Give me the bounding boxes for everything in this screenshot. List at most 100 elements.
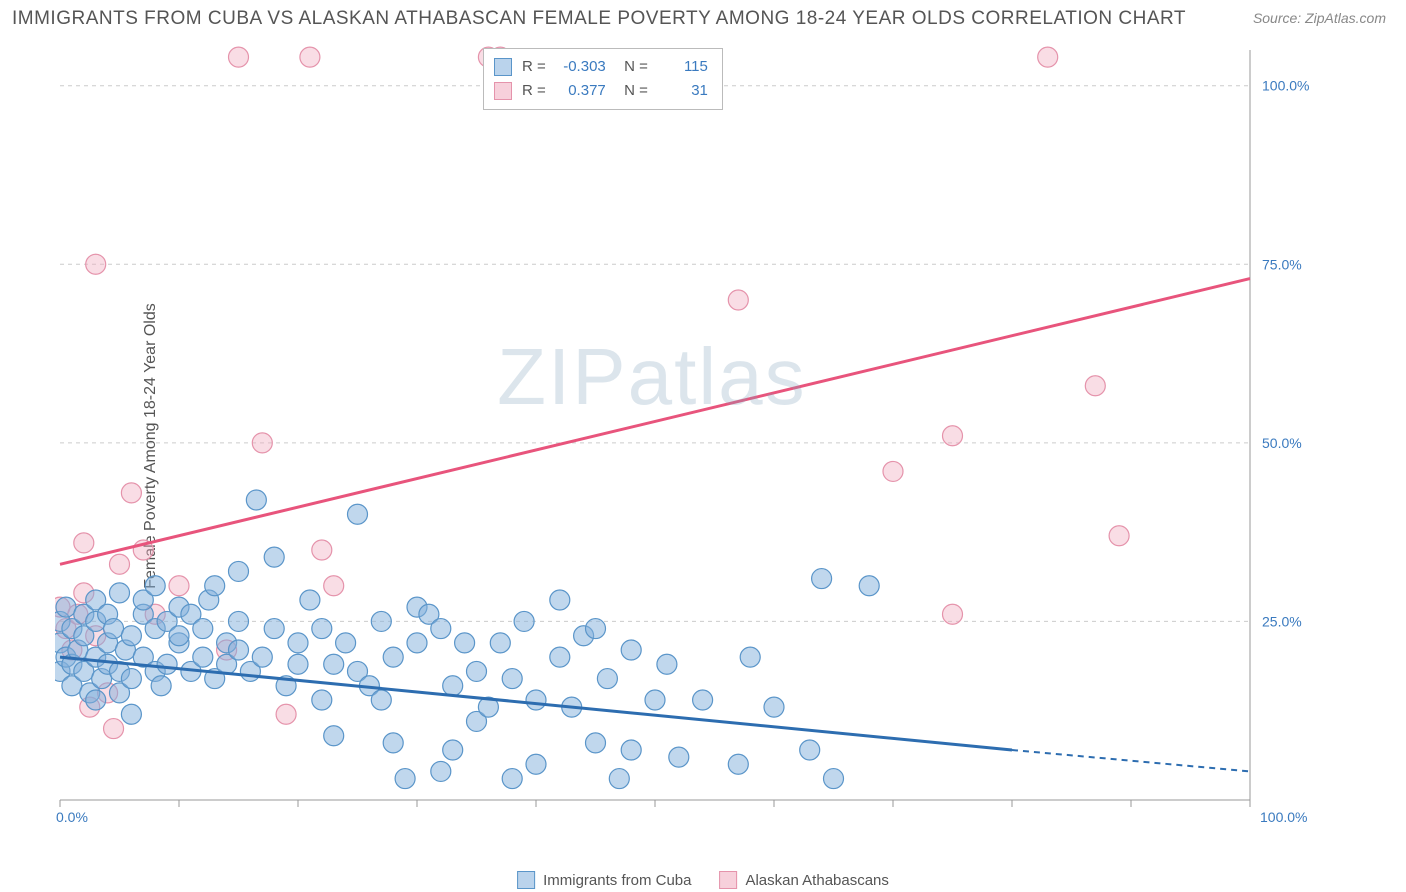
data-point-blue [431,619,451,639]
r-label: R = [522,79,546,103]
n-value-blue: 115 [658,55,708,79]
data-point-blue [288,654,308,674]
data-point-blue [514,611,534,631]
legend-item-blue: Immigrants from Cuba [517,871,691,889]
data-point-blue [586,619,606,639]
data-point-blue [609,769,629,789]
data-point-blue [728,754,748,774]
data-point-blue [312,619,332,639]
data-point-pink [229,47,249,67]
data-point-blue [371,611,391,631]
trendline-pink [60,279,1250,565]
data-point-blue [669,747,689,767]
n-value-pink: 31 [658,79,708,103]
data-point-blue [621,640,641,660]
data-point-blue [824,769,844,789]
data-point-pink [728,290,748,310]
data-point-blue [121,669,141,689]
data-point-blue [229,640,249,660]
data-point-blue [550,647,570,667]
stats-row-blue: R = -0.303 N = 115 [494,55,708,79]
data-point-blue [467,661,487,681]
data-point-blue [193,647,213,667]
data-point-blue [395,769,415,789]
y-tick-label: 75.0% [1262,256,1302,272]
data-point-blue [740,647,760,667]
y-tick-label: 100.0% [1262,78,1309,94]
swatch-blue-icon [494,58,512,76]
data-point-pink [121,483,141,503]
data-point-blue [407,633,427,653]
chart-title: IMMIGRANTS FROM CUBA VS ALASKAN ATHABASC… [12,8,1186,30]
data-point-blue [151,676,171,696]
data-point-blue [800,740,820,760]
correlation-stats-box: R = -0.303 N = 115 R = 0.377 N = 31 [483,48,723,110]
data-point-pink [110,554,130,574]
data-point-pink [169,576,189,596]
r-label: R = [522,55,546,79]
data-point-blue [859,576,879,596]
data-point-blue [550,590,570,610]
source-attribution: Source: ZipAtlas.com [1253,10,1386,26]
data-point-blue [371,690,391,710]
n-label: N = [616,55,648,79]
data-point-blue [229,611,249,631]
r-value-blue: -0.303 [556,55,606,79]
y-tick-label: 50.0% [1262,435,1302,451]
data-point-blue [252,647,272,667]
data-point-blue [348,504,368,524]
data-point-blue [490,633,510,653]
data-point-blue [300,590,320,610]
y-tick-label: 25.0% [1262,613,1302,629]
data-point-pink [86,254,106,274]
data-point-blue [264,547,284,567]
data-point-pink [883,461,903,481]
swatch-pink-icon [719,871,737,889]
data-point-blue [657,654,677,674]
data-point-pink [74,533,94,553]
data-point-blue [502,669,522,689]
data-point-pink [104,719,124,739]
data-point-blue [502,769,522,789]
data-point-blue [56,597,76,617]
data-point-pink [1085,376,1105,396]
data-point-blue [145,576,165,596]
data-point-pink [1038,47,1058,67]
data-point-blue [104,619,124,639]
chart-plot-area: ZIPatlas 25.0%50.0%75.0%100.0%0.0%100.0% [55,45,1325,835]
scatter-plot-svg: 25.0%50.0%75.0%100.0%0.0%100.0% [55,45,1325,835]
swatch-blue-icon [517,871,535,889]
data-point-blue [526,690,546,710]
n-label: N = [616,79,648,103]
data-point-blue [443,740,463,760]
bottom-legend: Immigrants from Cuba Alaskan Athabascans [517,871,889,889]
data-point-blue [526,754,546,774]
data-point-blue [169,626,189,646]
data-point-pink [300,47,320,67]
data-point-pink [1109,526,1129,546]
x-tick-label: 100.0% [1260,809,1307,825]
data-point-blue [443,676,463,696]
data-point-pink [252,433,272,453]
data-point-blue [383,733,403,753]
data-point-blue [288,633,308,653]
data-point-blue [621,740,641,760]
data-point-blue [645,690,665,710]
data-point-blue [110,583,130,603]
data-point-blue [324,726,344,746]
data-point-blue [312,690,332,710]
data-point-blue [336,633,356,653]
swatch-pink-icon [494,82,512,100]
data-point-pink [276,704,296,724]
data-point-blue [586,733,606,753]
data-point-pink [312,540,332,560]
data-point-blue [264,619,284,639]
data-point-blue [86,690,106,710]
data-point-blue [455,633,475,653]
data-point-blue [157,654,177,674]
data-point-blue [431,761,451,781]
data-point-blue [383,647,403,667]
data-point-blue [121,626,141,646]
data-point-blue [229,561,249,581]
data-point-pink [943,426,963,446]
